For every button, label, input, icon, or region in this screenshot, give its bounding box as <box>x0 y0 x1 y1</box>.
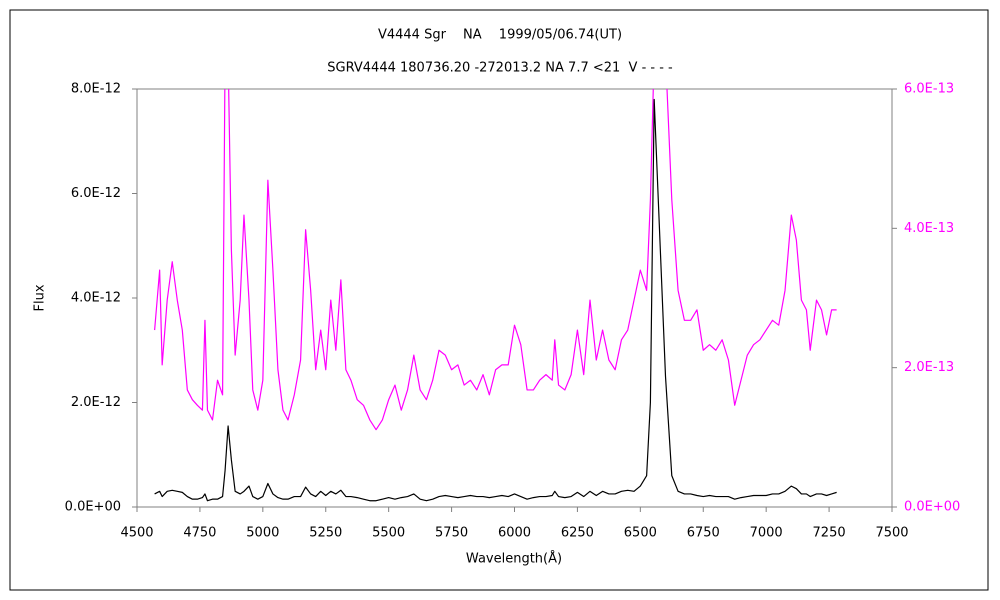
x-tick-label: 7500 <box>875 526 908 541</box>
y2-tick-label: 0.0E+00 <box>904 500 960 515</box>
spectrum-line <box>154 89 837 431</box>
y-tick-label: 6.0E-12 <box>71 186 121 201</box>
y-tick-label: 2.0E-12 <box>71 395 121 410</box>
y-tick-label: 0.0E+00 <box>65 500 121 515</box>
x-tick-label: 5000 <box>246 526 279 541</box>
x-tick-label: 7250 <box>813 526 846 541</box>
x-tick-label: 5750 <box>435 526 468 541</box>
x-tick-label: 6500 <box>624 526 657 541</box>
x-axis-label: Wavelength(Å) <box>466 551 562 567</box>
y2-tick-label: 6.0E-13 <box>904 82 954 97</box>
chart-subtitle: SGRV4444 180736.20 -272013.2 NA 7.7 <21 … <box>327 61 673 76</box>
chart-title: V4444 Sgr NA 1999/05/06.74(UT) <box>378 28 622 43</box>
y-tick-label: 4.0E-12 <box>71 291 121 306</box>
x-tick-label: 5250 <box>309 526 342 541</box>
y-tick-label: 8.0E-12 <box>71 82 121 97</box>
x-tick-label: 7000 <box>750 526 783 541</box>
x-tick-label: 4750 <box>183 526 216 541</box>
spectrum-line <box>154 98 837 502</box>
y2-tick-label: 4.0E-13 <box>904 221 954 236</box>
x-tick-label: 4500 <box>120 526 153 541</box>
x-tick-label: 5500 <box>372 526 405 541</box>
plot-lines <box>154 89 837 502</box>
chart-frame <box>9 9 989 591</box>
x-tick-label: 6750 <box>687 526 720 541</box>
y2-tick-label: 2.0E-13 <box>904 360 954 375</box>
y-axis-label: Flux <box>33 284 48 311</box>
x-tick-label: 6000 <box>498 526 531 541</box>
x-tick-label: 6250 <box>561 526 594 541</box>
